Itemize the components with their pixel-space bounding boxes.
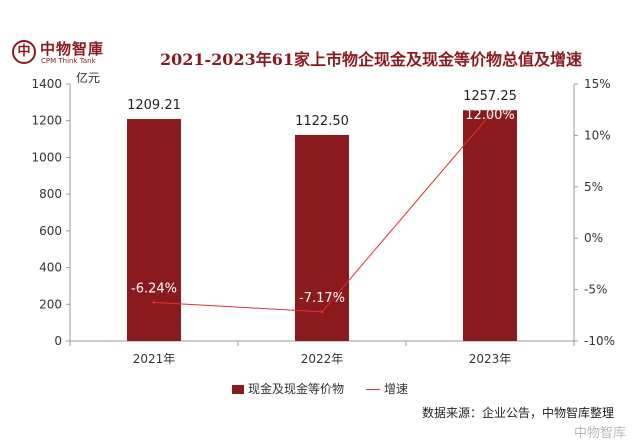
y-tick-label: 200 bbox=[39, 297, 62, 311]
logo-subtitle: CPM Think Tank bbox=[41, 57, 96, 65]
growth-point bbox=[320, 310, 324, 314]
watermark-text: 中物智库 bbox=[573, 426, 626, 441]
chart-title: 2021-2023年61家上市物企现金及现金等价物总值及增速 bbox=[160, 50, 582, 69]
legend-bar-label: 现金及现金等价物 bbox=[248, 382, 345, 396]
y-tick-label: 800 bbox=[39, 187, 62, 201]
bar bbox=[463, 110, 517, 341]
y-tick-label: 400 bbox=[39, 261, 62, 275]
legend-line-label: 增速 bbox=[384, 382, 409, 396]
brand-logo: 中 中物智庫 CPM Think Tank bbox=[12, 38, 132, 68]
legend-bar-swatch bbox=[232, 385, 244, 394]
y2-tick-label: 0% bbox=[584, 231, 603, 245]
bar-value-label: 1209.21 bbox=[127, 98, 181, 113]
legend-item-line: 增速 bbox=[366, 380, 408, 397]
y2-tick-label: 15% bbox=[584, 77, 611, 91]
legend-line-swatch bbox=[366, 389, 380, 390]
y-tick-label: 1200 bbox=[31, 114, 62, 128]
y2-tick-label: -10% bbox=[584, 334, 615, 348]
x-tick-label: 2023年 bbox=[469, 352, 512, 366]
bar-value-label: 1122.50 bbox=[295, 114, 349, 129]
y2-tick-label: 5% bbox=[584, 180, 603, 194]
combo-chart: 0 200 400 600 800 1000 1200 1400 亿元 -10% -5% 0% 5% 10… bbox=[31, 70, 615, 366]
growth-value-label: 12.00% bbox=[465, 108, 515, 123]
legend: 现金及现金等价物 增速 bbox=[0, 380, 640, 400]
chart-header: 中 中物智庫 CPM Think Tank 2021-2023年61家上市物企现… bbox=[0, 0, 640, 74]
data-source-note: 数据来源：企业公告，中物智库整理 bbox=[421, 406, 614, 420]
growth-point bbox=[488, 113, 492, 117]
growth-value-label: -7.17% bbox=[299, 291, 345, 306]
x-tick-label: 2021年 bbox=[133, 352, 176, 366]
bar bbox=[127, 119, 181, 341]
legend-item-bar: 现金及现金等价物 bbox=[232, 380, 344, 397]
x-tick-label: 2022年 bbox=[301, 352, 344, 366]
y-axis-unit: 亿元 bbox=[76, 70, 100, 85]
growth-point bbox=[152, 300, 156, 304]
growth-value-label: -6.24% bbox=[131, 281, 177, 296]
y2-tick-label: 10% bbox=[584, 128, 611, 142]
y-tick-label: 0 bbox=[54, 334, 62, 348]
y-tick-label: 1400 bbox=[31, 77, 62, 91]
y2-tick-label: -5% bbox=[584, 283, 607, 297]
bar bbox=[295, 134, 349, 341]
logo-seal-icon: 中 bbox=[12, 40, 36, 64]
y-tick-label: 600 bbox=[39, 224, 62, 238]
logo-name: 中物智庫 bbox=[40, 40, 105, 58]
y-tick-label: 1000 bbox=[31, 150, 62, 164]
bar-value-label: 1257.25 bbox=[463, 89, 517, 104]
